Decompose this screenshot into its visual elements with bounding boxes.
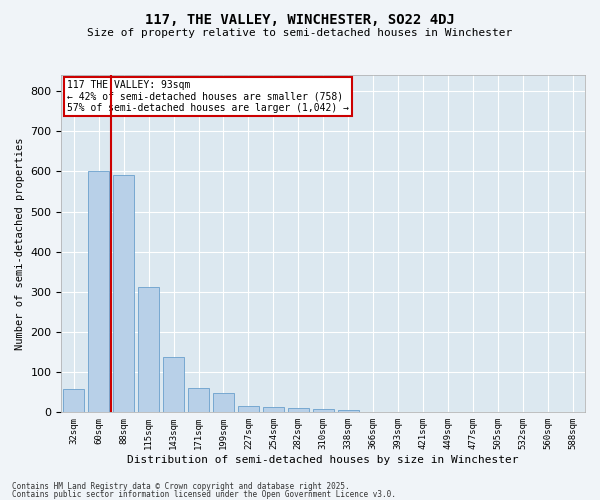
Bar [263,407,284,412]
Bar [88,171,109,412]
Bar [238,406,259,412]
Text: Contains public sector information licensed under the Open Government Licence v3: Contains public sector information licen… [12,490,396,499]
Text: 117, THE VALLEY, WINCHESTER, SO22 4DJ: 117, THE VALLEY, WINCHESTER, SO22 4DJ [145,12,455,26]
Bar [138,288,159,412]
Bar [287,408,309,412]
Y-axis label: Number of semi-detached properties: Number of semi-detached properties [15,138,25,350]
Bar [188,388,209,412]
Bar [338,410,359,412]
Bar [213,394,234,412]
Bar [163,357,184,412]
Text: Size of property relative to semi-detached houses in Winchester: Size of property relative to semi-detach… [88,28,512,38]
Text: 117 THE VALLEY: 93sqm
← 42% of semi-detached houses are smaller (758)
57% of sem: 117 THE VALLEY: 93sqm ← 42% of semi-deta… [67,80,349,114]
Bar [313,408,334,412]
X-axis label: Distribution of semi-detached houses by size in Winchester: Distribution of semi-detached houses by … [127,455,519,465]
Text: Contains HM Land Registry data © Crown copyright and database right 2025.: Contains HM Land Registry data © Crown c… [12,482,350,491]
Bar [63,390,85,412]
Bar [113,176,134,412]
